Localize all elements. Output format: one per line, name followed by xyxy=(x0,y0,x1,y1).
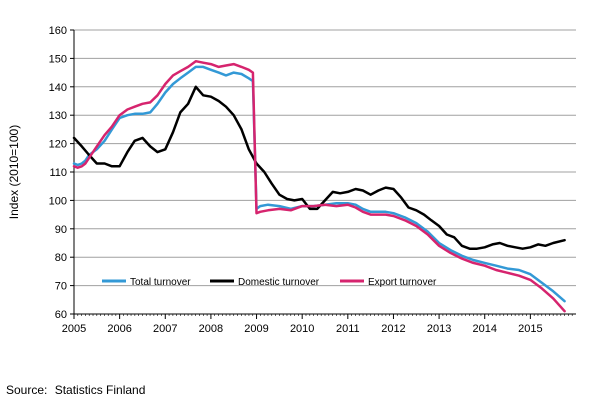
y-tick-label-110: 110 xyxy=(49,167,67,179)
legend-label-2: Domestic turnover xyxy=(238,277,320,288)
x-tick-label-2013: 2013 xyxy=(427,323,451,335)
x-tick-label-2014: 2014 xyxy=(472,323,496,335)
source-text: Statistics Finland xyxy=(54,383,146,397)
x-tick-label-2011: 2011 xyxy=(336,323,360,335)
x-tick-label-2010: 2010 xyxy=(290,323,314,335)
y-tick-label-70: 70 xyxy=(55,281,67,293)
legend-label-1: Total turnover xyxy=(130,277,191,288)
y-tick-label-60: 60 xyxy=(55,309,67,321)
x-tick-label-2012: 2012 xyxy=(381,323,405,335)
x-tick-label-2007: 2007 xyxy=(153,323,177,335)
y-tick-label-130: 130 xyxy=(49,110,67,122)
x-tick-label-2005: 2005 xyxy=(62,323,86,335)
source-label: Source: xyxy=(6,383,48,397)
gridlines xyxy=(74,29,576,287)
x-tick-labels: 2005 2006 2007 2008 2009 2010 2011 2012 2013 2014… xyxy=(62,323,543,335)
legend: Total turnover Domestic turnover Export tu… xyxy=(102,277,437,288)
series-line-total-turnover xyxy=(72,65,566,303)
series-lines xyxy=(72,59,566,313)
y-tick-label-90: 90 xyxy=(55,224,67,236)
y-tick-label-140: 140 xyxy=(49,82,67,94)
series-line-export-turnover xyxy=(72,59,566,313)
x-tick-label-2009: 2009 xyxy=(244,323,268,335)
legend-label-3: Export turnover xyxy=(368,277,437,288)
y-tick-label-80: 80 xyxy=(55,252,67,264)
series-line-domestic-turnover xyxy=(72,85,566,250)
y-tick-label-100: 100 xyxy=(49,195,67,207)
axes xyxy=(70,29,576,319)
y-tick-label-160: 160 xyxy=(49,25,67,37)
y-tick-label-120: 120 xyxy=(49,139,67,151)
y-axis-title: Index (2010=100) xyxy=(7,125,21,219)
y-tick-label-150: 150 xyxy=(49,53,67,65)
y-tick-labels: 60 70 80 90 100 110 120 130 140 150 160 xyxy=(49,25,67,321)
x-tick-label-2006: 2006 xyxy=(107,323,131,335)
x-tick-label-2015: 2015 xyxy=(518,323,542,335)
x-tick-label-2008: 2008 xyxy=(199,323,223,335)
source-note: Source: Statistics Finland xyxy=(6,383,149,397)
